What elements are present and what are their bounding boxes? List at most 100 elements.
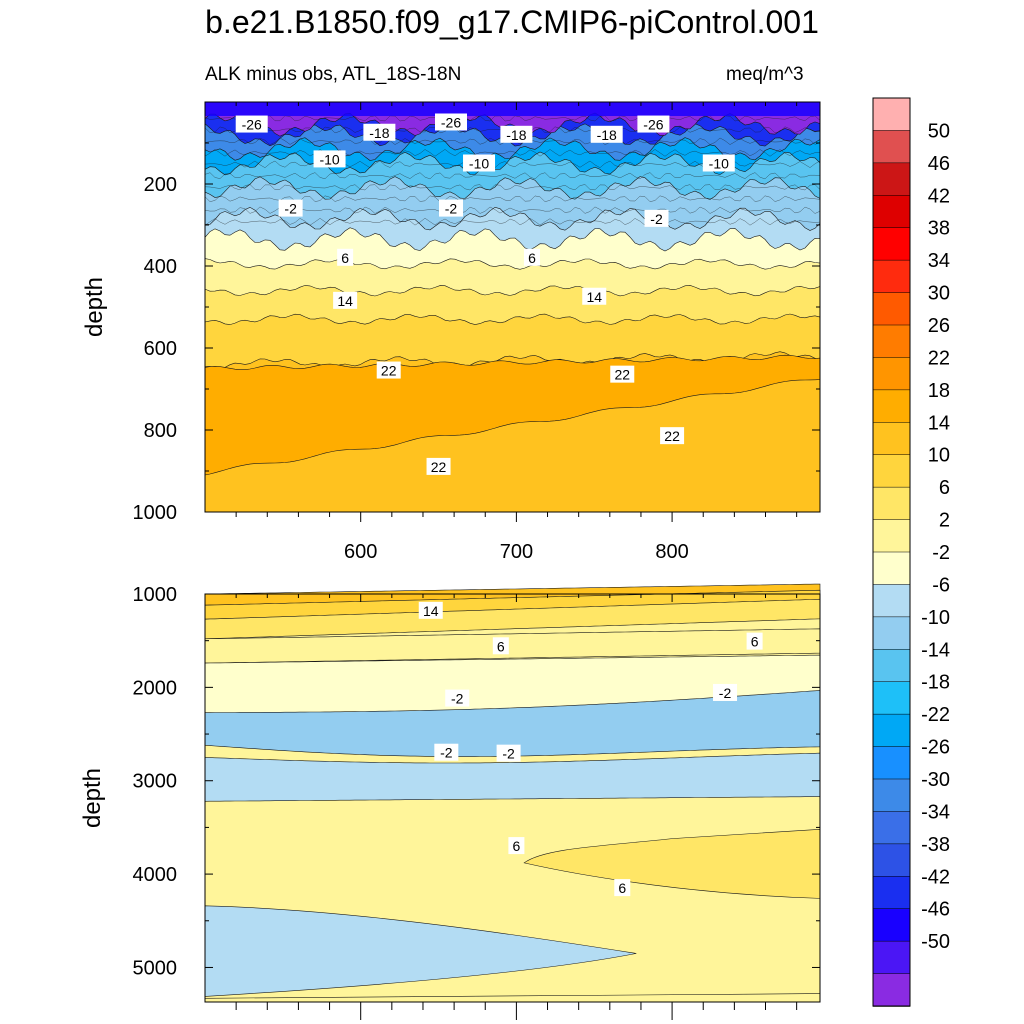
lower-panel: 14 6 6 -2 -2 -2 -2 6 6 1000 2000 3000 4000 5000 depth	[79, 583, 821, 1020]
contour-label: 6	[341, 250, 349, 266]
colorbar-swatch	[872, 357, 911, 391]
contour-label-bg	[363, 123, 396, 141]
contour-label: -18	[369, 125, 389, 141]
contour-label-bg	[426, 457, 451, 475]
colorbar-label: 30	[928, 283, 950, 305]
upper-panel: -26-18-26-18 -18-26-10 -10 -10-2 -2-26 614 142…	[81, 101, 821, 563]
x-tick-label: 700	[500, 541, 533, 563]
y-tick-label: 3000	[133, 771, 178, 793]
contour-label-bg	[523, 248, 540, 266]
contour-label-bg	[439, 199, 463, 217]
colorbar-label: -14	[921, 639, 950, 661]
colorbar-label: 46	[928, 153, 950, 175]
colorbar-swatch	[872, 162, 911, 197]
contour-wedge	[204, 905, 637, 997]
contour-label: -10	[709, 156, 729, 172]
contour-label-bg	[418, 601, 443, 619]
colorbar-swatch	[872, 713, 911, 748]
contour-label-bg	[278, 199, 303, 217]
contour-label: -2	[451, 691, 464, 707]
colorbar-label: 42	[928, 185, 950, 207]
contour-label-bg	[435, 113, 467, 131]
x-tick-label: 800	[655, 541, 688, 563]
colorbar-swatch	[872, 908, 911, 942]
contour-label: -10	[469, 156, 489, 172]
contour-tongue	[523, 828, 821, 899]
colorbar-swatch	[872, 746, 911, 780]
contour-label-bg	[746, 632, 763, 650]
contour-label: 6	[512, 838, 520, 854]
colorbar-swatch	[872, 324, 911, 359]
contour-line	[204, 149, 821, 157]
contour-label-bg	[590, 125, 623, 143]
y-tick-label: 2000	[133, 677, 178, 699]
contour-label: -2	[502, 746, 515, 762]
contour-line	[204, 115, 821, 122]
colorbar-label: -6	[932, 574, 950, 596]
contour-line	[204, 172, 821, 180]
colorbar-label: 34	[928, 250, 950, 272]
contour-label-bg	[492, 637, 509, 655]
colorbar-label: -38	[921, 834, 950, 856]
colorbar-swatch	[872, 616, 911, 651]
contour-label-bg	[582, 287, 607, 305]
contour-label: 6	[528, 250, 536, 266]
y-tick-label: 1000	[133, 502, 178, 524]
colorbar-label: -18	[921, 672, 950, 694]
lower-plot-frame	[204, 593, 821, 1003]
colorbar-swatch	[872, 454, 911, 488]
units-label: meq/m^3	[726, 64, 804, 85]
contour-label: 22	[664, 428, 680, 444]
contour-label: 6	[751, 634, 759, 650]
colorbar-label: 14	[928, 412, 950, 434]
colorbar-label: -26	[921, 737, 950, 759]
colorbar-label: -42	[921, 866, 950, 888]
contour-label-bg	[376, 361, 401, 379]
colorbar-swatch	[872, 584, 911, 618]
colorbar-swatch	[872, 973, 911, 1007]
contour-label: -26	[643, 117, 663, 133]
contour-label-bg	[713, 683, 738, 701]
x-tick-label: 600	[344, 541, 377, 563]
contour-label-bg	[434, 743, 459, 761]
y-tick-label: 800	[144, 420, 177, 442]
colorbar-swatch	[872, 811, 911, 845]
contour-label: -26	[242, 117, 262, 133]
colorbar-swatch	[872, 130, 911, 164]
contour-line	[204, 195, 821, 202]
colorbar-label: 2	[939, 510, 950, 532]
colorbar-frame	[872, 97, 911, 1007]
contour-label: -2	[650, 211, 663, 227]
contour-label-bg	[702, 154, 735, 172]
contour-label: -18	[597, 127, 617, 143]
contour-label-bg	[610, 365, 635, 383]
colorbar-swatch	[872, 778, 911, 813]
y-tick-label: 4000	[133, 864, 178, 886]
contour-label: 14	[423, 603, 439, 619]
contour-label-bg	[337, 248, 354, 266]
colorbar-label: 10	[928, 445, 950, 467]
contour-label-bg	[463, 154, 496, 172]
colorbar-swatch	[872, 389, 911, 424]
contour-label: -2	[284, 201, 297, 217]
contour-label-bg	[644, 209, 669, 227]
colorbar-label: 6	[939, 477, 950, 499]
colorbar-label: 22	[928, 347, 950, 369]
contour-line	[204, 184, 821, 191]
colorbar-label: -50	[921, 931, 950, 953]
colorbar: 50 46 42 38 34 30 26 22 18 14 10 6 2 -2 -6 -10 -14 -18 -22…	[872, 97, 950, 1007]
y-tick-label: 200	[144, 174, 177, 196]
contour-label: 22	[614, 367, 630, 383]
contour-label: 22	[431, 459, 447, 475]
contour-label-bg	[508, 837, 525, 855]
contour-label: 14	[337, 293, 353, 309]
colorbar-label: -2	[932, 542, 950, 564]
y-tick-label: 1000	[133, 584, 178, 606]
colorbar-swatch	[872, 551, 911, 586]
colorbar-swatch	[872, 195, 911, 229]
contour-label-bg	[445, 689, 470, 707]
colorbar-swatch	[872, 843, 911, 878]
contour-label-bg	[333, 291, 358, 309]
contour-label-bg	[313, 150, 346, 168]
